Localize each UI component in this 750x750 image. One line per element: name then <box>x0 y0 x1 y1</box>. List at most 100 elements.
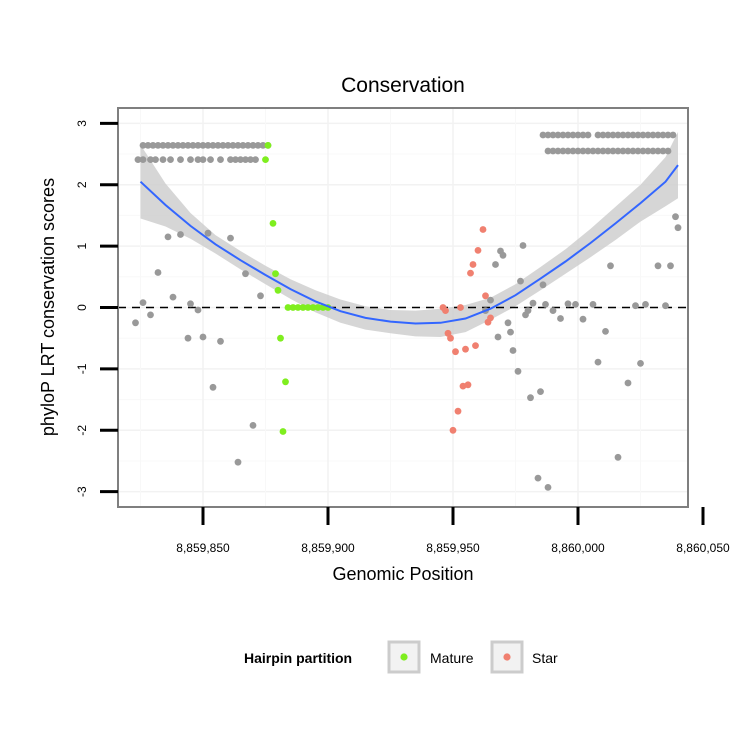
point-other <box>604 131 612 139</box>
point-other <box>644 131 652 139</box>
point-other <box>159 142 167 149</box>
point-mature <box>262 156 269 164</box>
x-tick-label: 8,859,950 <box>426 541 480 555</box>
point-mature <box>277 334 284 342</box>
point-mature <box>279 428 287 435</box>
point-mature <box>282 378 289 386</box>
point-other <box>159 156 167 164</box>
point-other <box>669 131 677 139</box>
point-other <box>242 156 249 164</box>
point-other <box>594 358 602 366</box>
point-star <box>449 426 457 434</box>
x-axis-label: Genomic Position <box>332 564 473 584</box>
point-star <box>467 269 474 277</box>
point-other <box>234 458 242 466</box>
y-axis: -3 -2 -1 0 1 2 3 <box>75 120 118 497</box>
point-other <box>659 147 667 155</box>
point-other <box>659 131 667 139</box>
x-tick-label: 8,859,900 <box>301 541 355 555</box>
point-other <box>614 131 622 139</box>
point-other <box>549 147 557 155</box>
point-other <box>579 315 587 323</box>
point-other <box>232 156 239 164</box>
point-other <box>204 229 212 237</box>
point-other <box>234 142 242 149</box>
point-other <box>609 131 617 139</box>
point-other <box>574 131 582 139</box>
point-star <box>487 314 494 322</box>
point-star <box>482 292 489 300</box>
point-other <box>184 142 192 149</box>
point-other <box>139 142 147 149</box>
point-other <box>132 319 139 327</box>
y-tick-label: 0 <box>75 304 89 311</box>
point-other <box>204 142 212 149</box>
point-other <box>214 142 222 149</box>
point-other <box>152 156 159 164</box>
point-other <box>559 147 567 155</box>
point-other <box>169 293 177 301</box>
point-mature <box>274 286 282 294</box>
point-mature <box>309 304 317 311</box>
point-other <box>227 234 234 242</box>
point-other <box>637 360 644 367</box>
point-other <box>524 307 532 314</box>
point-other <box>574 147 582 155</box>
point-other <box>517 277 524 285</box>
point-other <box>667 262 674 270</box>
point-star <box>442 307 449 314</box>
point-star <box>457 304 464 311</box>
point-other <box>519 242 527 249</box>
point-other <box>169 142 177 149</box>
loess-smooth-line <box>139 164 679 325</box>
point-other <box>604 147 612 155</box>
point-star <box>472 342 479 349</box>
y-tick-label: -2 <box>75 425 89 436</box>
y-tick-label: 1 <box>75 242 89 249</box>
point-other <box>644 147 652 155</box>
point-other <box>634 147 642 155</box>
point-other <box>194 306 202 314</box>
data-points <box>132 131 682 491</box>
point-other <box>629 131 637 139</box>
point-star <box>452 348 459 356</box>
point-other <box>624 131 632 139</box>
point-mature <box>272 270 279 278</box>
point-other <box>167 156 174 164</box>
point-other <box>654 147 662 155</box>
point-other <box>542 301 549 308</box>
point-other <box>187 300 194 308</box>
point-mature <box>314 304 322 311</box>
x-axis: 8,859,850 8,859,900 8,859,950 8,860,000 8,86… <box>176 507 730 555</box>
point-other <box>247 156 254 164</box>
point-other <box>164 142 172 149</box>
point-other <box>149 142 157 149</box>
point-other <box>154 269 162 276</box>
point-other <box>199 142 207 149</box>
point-other <box>557 315 564 322</box>
point-other <box>629 147 637 155</box>
point-star <box>479 226 487 233</box>
point-other <box>614 453 622 461</box>
point-other <box>539 131 547 139</box>
point-other <box>609 147 617 155</box>
point-other <box>594 131 602 139</box>
point-other <box>654 262 662 270</box>
y-axis-label: phyloP LRT conservation scores <box>38 178 58 436</box>
point-mature <box>289 304 297 311</box>
point-other <box>139 299 147 306</box>
point-other <box>632 302 639 310</box>
point-other <box>252 156 259 164</box>
point-other <box>217 156 224 164</box>
point-mature <box>269 220 277 227</box>
point-other <box>662 302 669 310</box>
point-other <box>534 474 542 482</box>
point-other <box>572 301 579 308</box>
point-other <box>564 300 572 308</box>
point-other <box>249 142 257 149</box>
point-other <box>569 147 577 155</box>
point-other <box>564 131 572 139</box>
point-other <box>259 142 267 149</box>
legend-title: Hairpin partition <box>244 650 352 666</box>
point-other <box>619 131 627 139</box>
